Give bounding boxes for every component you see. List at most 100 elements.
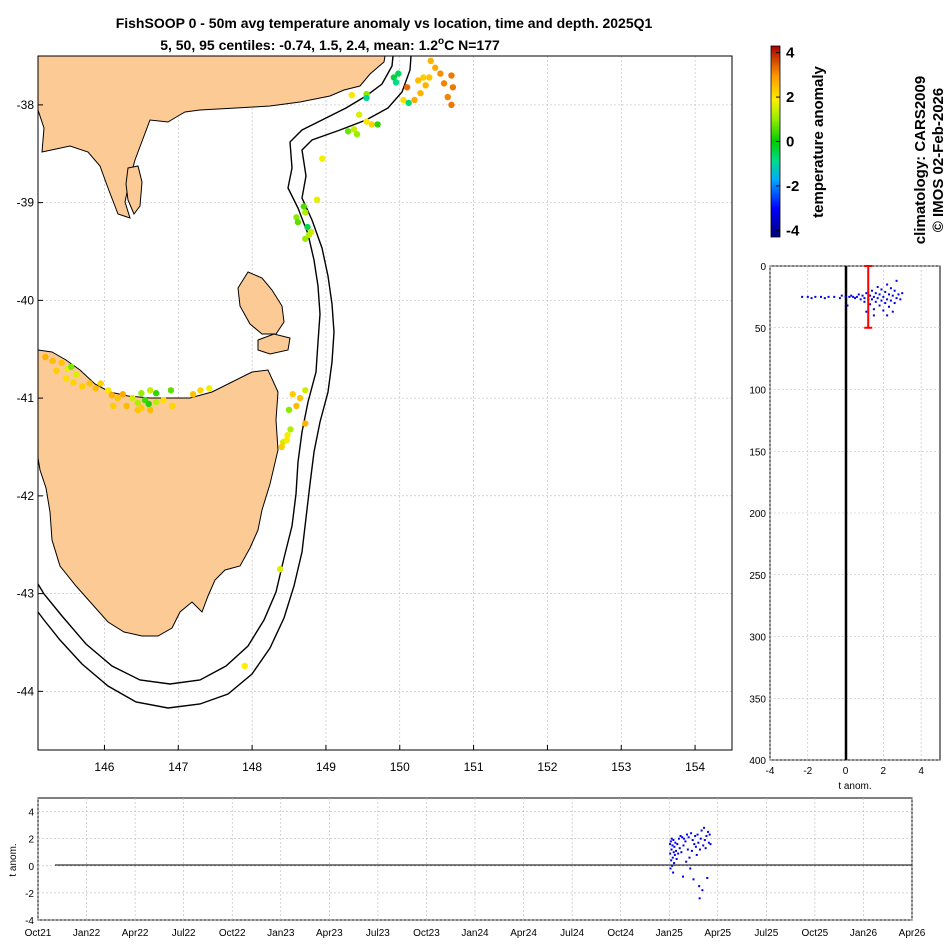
colorbar-label: temperature anomaly: [810, 65, 827, 217]
profile-point: [863, 300, 866, 303]
timeseries-point: [677, 837, 680, 840]
profile-tick-label-y: 400: [749, 756, 766, 767]
map-point: [119, 391, 127, 398]
profile-point: [886, 314, 889, 317]
map-point: [285, 406, 293, 414]
map-point: [147, 406, 154, 414]
map-tick-label-y: -41: [17, 391, 35, 405]
timeseries-point: [703, 839, 706, 842]
timeseries-tick-label-x: Jan23: [267, 928, 295, 939]
timeseries-point: [669, 867, 672, 870]
timeseries-point: [698, 885, 701, 888]
map-point: [300, 203, 307, 210]
climatology-note: climatology: CARS2009: [912, 76, 929, 244]
figure-subtitle: 5, 50, 95 centiles: -0.74, 1.5, 2.4, mea…: [160, 36, 500, 53]
map-point: [283, 436, 291, 444]
map-point: [313, 196, 321, 203]
timeseries-grid: [37, 798, 913, 921]
profile-point: [891, 310, 894, 313]
profile-point: [888, 293, 890, 296]
timeseries-point: [678, 847, 681, 850]
profile-point: [888, 305, 890, 308]
map-points: [42, 57, 457, 670]
profile-point: [806, 295, 809, 298]
timeseries-point: [677, 852, 680, 855]
profile-point: [872, 308, 875, 311]
profile-point: [878, 293, 881, 296]
timeseries-point: [694, 834, 697, 837]
profile-tick-label-x: 2: [881, 766, 887, 777]
profile-tick-label-y: 100: [749, 386, 766, 397]
profile-tick-label-y: 350: [749, 694, 766, 705]
map-point: [189, 391, 197, 398]
profile-point: [823, 297, 826, 300]
land-mainland: [38, 56, 386, 219]
map-point: [448, 72, 455, 79]
timeseries-point: [699, 837, 702, 840]
map-point: [302, 387, 309, 394]
map-point: [73, 371, 80, 378]
profile-point: [880, 299, 883, 302]
timeseries-point: [670, 837, 673, 840]
map-point: [276, 565, 284, 573]
profile-point: [895, 279, 898, 282]
map-point: [411, 96, 418, 104]
profile-panel: -4 -2 0 2 4 0 50 100 150 200 250 300 350 400 t anom.: [749, 262, 941, 792]
timeseries-point: [708, 833, 711, 836]
map-point: [206, 385, 213, 392]
map-tick-label-x: 146: [94, 760, 114, 774]
map-tick-label-y: -40: [17, 293, 35, 307]
timeseries-tick-label-x: Apr22: [122, 928, 149, 939]
profile-point: [861, 294, 864, 297]
timeseries-tick-label-x: Oct23: [413, 928, 440, 939]
map-point: [355, 111, 363, 118]
timeseries-point: [694, 845, 697, 848]
timeseries-tick-label-x: Jan24: [461, 928, 489, 939]
timeseries-point: [704, 847, 707, 850]
colorbar-tick-label: 0: [786, 134, 794, 151]
profile-mean-bar: [864, 265, 873, 329]
profile-point: [897, 293, 900, 296]
profile-point: [878, 304, 881, 307]
profile-point: [857, 293, 860, 296]
map-point: [437, 70, 444, 77]
map-point: [400, 96, 407, 104]
profile-point: [869, 294, 872, 297]
map-point: [293, 402, 300, 410]
map-point: [432, 64, 439, 71]
map-frame: [37, 55, 733, 751]
timeseries-tick-label-x: Jan25: [656, 928, 684, 939]
map-point: [289, 391, 296, 398]
colorbar-tick-label: -4: [786, 222, 800, 239]
colorbar-ticks: -4 -2 0 2 4: [776, 45, 800, 239]
profile-point: [827, 295, 830, 298]
timeseries-point: [672, 871, 675, 874]
map-point: [427, 57, 434, 65]
timeseries-point: [669, 843, 672, 846]
timeseries-tick-label-x: Jan22: [73, 928, 101, 939]
timeseries-point: [672, 851, 675, 854]
map-point: [395, 70, 402, 77]
timeseries-tick-label-y: 4: [28, 808, 34, 819]
map-point: [167, 387, 175, 394]
profile-point: [871, 289, 873, 292]
timeseries-point: [702, 844, 705, 847]
profile-point: [884, 302, 887, 305]
profile-point: [874, 300, 877, 303]
profile-point: [846, 304, 849, 307]
timeseries-point: [684, 840, 687, 843]
profile-point: [865, 310, 868, 313]
timeseries-point: [674, 841, 677, 844]
map-tick-label-x: 153: [611, 760, 631, 774]
map-point: [403, 84, 411, 91]
map-tick-label-x: 150: [390, 760, 410, 774]
map-point: [241, 662, 248, 670]
timeseries-tick-label-y: 0: [28, 862, 34, 873]
timeseries-point: [695, 853, 698, 856]
map-point: [97, 380, 104, 387]
profile-tick-label-y: 150: [749, 447, 766, 458]
timeseries-point: [686, 848, 689, 851]
profile-point: [863, 297, 866, 300]
timeseries-point: [671, 856, 674, 859]
